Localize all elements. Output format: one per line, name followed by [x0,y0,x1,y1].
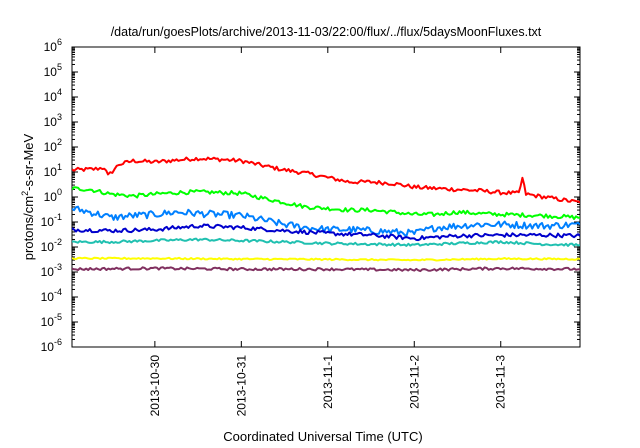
y-tick-label-exp: -6 [54,337,62,347]
y-tick-label-exp: 4 [57,87,62,97]
y-axis-label: protons/cm2-s-sr-MeV [20,133,36,260]
y-axis-label-sup: 2 [20,191,30,196]
x-axis: 2013-10-30 2013-10-31 2013-11-1 2013-11-2 20… [148,47,508,416]
y-tick-label-exp: -5 [54,312,62,322]
series-line-7 [72,266,580,273]
y-tick-label-base: 10 [44,40,58,54]
y-tick-label-base: 10 [41,290,55,304]
y-axis-label-post: -s-sr-MeV [21,133,36,190]
y-tick-label-base: 10 [41,315,55,329]
y-tick-label: 106 [44,37,62,54]
x-tick-label: 2013-10-31 [234,355,248,417]
x-tick-label: 2013-10-30 [148,355,162,417]
y-tick-label-exp: 2 [57,137,62,147]
y-tick-label: 10-3 [41,262,62,279]
y-tick-label-exp: -3 [54,262,62,272]
series-line-1 [72,156,580,204]
y-tick-label-exp: 0 [57,187,62,197]
x-tick-label: 2013-11-1 [321,355,335,409]
y-axis: 10-610-510-410-310-210-11001011021031041… [41,37,580,354]
y-axis-label-pre: protons/cm [21,196,36,260]
y-tick-label: 103 [44,112,62,129]
x-tick-label: 2013-11-2 [407,355,421,409]
series-line-2 [72,186,580,220]
y-tick-label-base: 10 [44,90,58,104]
x-axis-label: Coordinated Universal Time (UTC) [223,429,422,444]
y-tick-label-exp: 3 [57,112,62,122]
y-tick-label-exp: 5 [57,62,62,72]
y-tick-label-base: 10 [44,65,58,79]
y-tick-label-exp: -2 [54,237,62,247]
y-tick-label-base: 10 [44,140,58,154]
y-tick-label: 101 [44,162,62,179]
y-tick-label-base: 10 [44,115,58,129]
y-tick-label: 10-5 [41,312,62,329]
y-tick-label-base: 10 [41,215,55,229]
series-line-4 [72,223,580,242]
chart-title: /data/run/goesPlots/archive/2013-11-03/2… [111,25,542,39]
y-tick-label: 104 [44,87,62,104]
y-tick-label: 10-1 [41,212,62,229]
series-line-5 [72,237,580,247]
y-tick-label: 100 [44,187,62,204]
series-line-6 [72,256,580,262]
plot-frame [71,46,581,348]
y-tick-label-exp: -1 [54,212,62,222]
y-tick-label-exp: 1 [57,162,62,172]
y-tick-label-exp: -4 [54,287,62,297]
y-tick-label-base: 10 [44,165,58,179]
y-tick-label: 105 [44,62,62,79]
y-tick-label-exp: 6 [57,37,62,47]
y-tick-label-base: 10 [41,265,55,279]
y-tick-label-base: 10 [41,340,55,354]
y-tick-label-base: 10 [41,240,55,254]
x-tick-label: 2013-11-3 [494,355,508,409]
y-tick-label: 10-4 [41,287,62,304]
y-tick-label: 102 [44,137,62,154]
y-tick-label: 10-6 [41,337,62,354]
series-group [72,156,580,273]
series-line-3 [72,205,580,238]
y-tick-label: 10-2 [41,237,62,254]
y-tick-label-base: 10 [44,190,58,204]
